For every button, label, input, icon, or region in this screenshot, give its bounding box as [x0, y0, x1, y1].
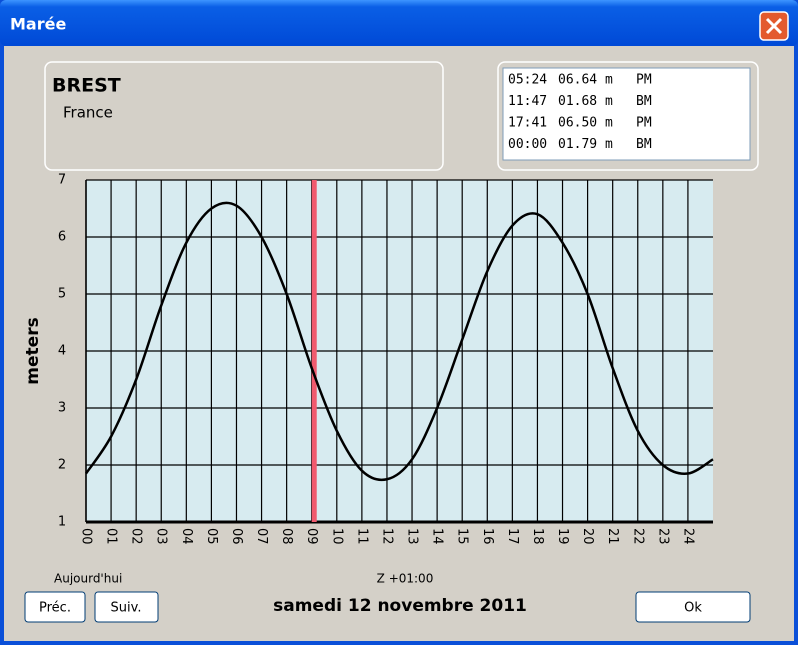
x-tick-label: 08 [279, 528, 294, 545]
window-title: Marée [10, 15, 66, 34]
tide-height: 06.64 m [558, 73, 613, 88]
y-tick-label: 7 [58, 173, 66, 188]
y-tick-label: 2 [58, 458, 66, 473]
x-tick-label: 21 [605, 528, 620, 545]
x-tick-label: 10 [329, 528, 344, 545]
tide-time: 00:00 [508, 137, 547, 152]
location-box [44, 61, 444, 171]
x-tick-label: 02 [129, 528, 144, 545]
tide-kind: PM [636, 73, 652, 88]
x-tick-label: 24 [680, 528, 695, 545]
prev-button[interactable]: Préc. [24, 591, 86, 623]
tide-curve [84, 201, 714, 482]
title-bar [0, 0, 798, 46]
x-tick-label: 11 [354, 528, 369, 545]
next-label: Suiv. [111, 601, 142, 616]
next-button[interactable]: Suiv. [94, 591, 159, 623]
y-tick-label: 4 [58, 344, 66, 359]
x-tick-label: 16 [480, 528, 495, 545]
x-tick-label: 05 [204, 528, 219, 545]
tide-height: 01.68 m [558, 94, 613, 109]
tide-time: 17:41 [508, 116, 547, 131]
x-tick-label: 12 [379, 528, 394, 545]
x-tick-label: 07 [254, 528, 269, 545]
tide-kind: PM [636, 116, 652, 131]
tide-height: 06.50 m [558, 116, 613, 131]
y-tick-label: 3 [58, 401, 66, 416]
x-tick-label: 18 [530, 528, 545, 545]
tide-time: 11:47 [508, 94, 547, 109]
x-tick-label: 09 [304, 528, 319, 545]
x-tick-label: 04 [179, 528, 194, 545]
timezone: Z +01:00 [377, 572, 434, 586]
tide-box [497, 61, 759, 171]
x-tick-label: 13 [405, 528, 420, 545]
y-axis-label: meters [23, 317, 43, 384]
x-tick-label: 17 [505, 528, 520, 545]
y-tick-label: 6 [58, 230, 66, 245]
tide-kind: BM [636, 94, 652, 109]
y-tick-label: 1 [58, 515, 66, 530]
x-tick-label: 22 [630, 528, 645, 545]
prev-label: Préc. [39, 601, 71, 616]
y-tick-label: 5 [58, 287, 66, 302]
x-tick-label: 15 [455, 528, 470, 545]
tide-time: 05:24 [508, 73, 547, 88]
x-tick-label: 01 [104, 528, 119, 545]
date: samedi 12 novembre 2011 [273, 596, 527, 616]
close-button[interactable] [759, 11, 789, 41]
x-tick-label: 20 [580, 528, 595, 545]
x-tick-label: 14 [430, 528, 445, 545]
x-tick-label: 19 [555, 528, 570, 545]
x-tick-label: 00 [79, 528, 94, 545]
x-tick-label: 23 [655, 528, 670, 545]
ok-button[interactable]: Ok [635, 591, 751, 623]
tide-kind: BM [636, 137, 652, 152]
x-tick-label: 03 [154, 528, 169, 545]
city: BREST [52, 75, 121, 97]
country: France [63, 104, 113, 122]
x-tick-label: 06 [229, 528, 244, 545]
tide-list [502, 67, 751, 161]
tide-height: 01.79 m [558, 137, 613, 152]
today-label: Aujourd'hui [54, 572, 122, 586]
ok-label: Ok [684, 601, 702, 616]
